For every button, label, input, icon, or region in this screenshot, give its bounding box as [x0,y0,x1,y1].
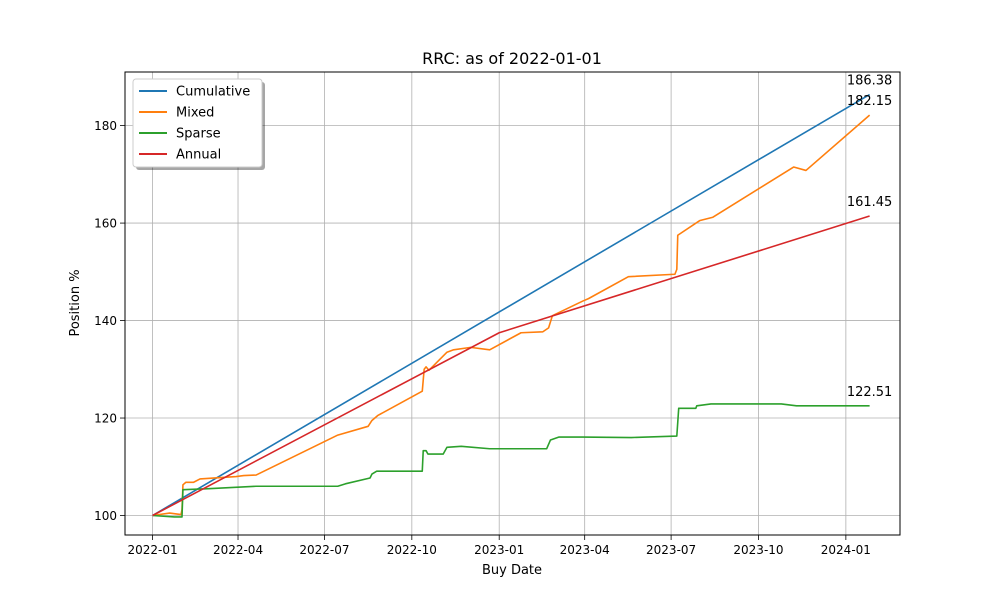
legend-box [132,78,263,168]
plot-lines [152,93,871,518]
x-tick-label: 2022-07 [299,543,349,557]
grid [125,72,900,535]
x-axis-ticks: 2022-01 2022-04 2022-07 2022-10 2023-01 2023-… [127,535,871,557]
legend-label-cumulative: Cumulative [176,85,250,100]
end-labels: 186.38 182.15 122.51 161.45 [847,74,893,400]
end-value-label-cumulative: 186.38 [847,74,893,89]
y-axis-ticks: 100 120 140 160 180 [94,119,125,523]
chart-title: RRC: as of 2022-01-01 [422,49,602,68]
y-tick-label: 100 [94,509,117,523]
x-tick-label: 2022-01 [127,543,177,557]
y-tick-label: 140 [94,314,117,328]
series-line-sparse [152,403,870,518]
y-tick-label: 160 [94,217,117,231]
end-value-label-sparse: 122.51 [847,385,893,400]
end-value-label-annual: 161.45 [847,195,893,210]
y-axis-label: Position % [68,269,83,336]
x-tick-label: 2023-07 [646,543,696,557]
legend-label-mixed: Mixed [176,106,214,121]
y-tick-label: 180 [94,119,117,133]
x-axis-label: Buy Date [482,563,542,578]
end-value-label-mixed: 182.15 [847,94,893,109]
series-line-cumulative [152,93,871,517]
series-line-mixed [152,114,871,517]
legend-label-sparse: Sparse [176,127,221,142]
x-tick-label: 2023-04 [560,543,610,557]
plot-frame [124,71,901,536]
x-tick-label: 2024-01 [821,543,871,557]
legend-label-annual: Annual [176,148,221,163]
x-tick-label: 2022-04 [213,543,263,557]
series-line-annual [152,215,870,517]
y-tick-label: 120 [94,412,117,426]
legend: Cumulative Mixed Sparse Annual [132,78,265,170]
x-tick-label: 2023-01 [474,543,524,557]
x-tick-label: 2023-10 [733,543,783,557]
x-tick-label: 2022-10 [387,543,437,557]
